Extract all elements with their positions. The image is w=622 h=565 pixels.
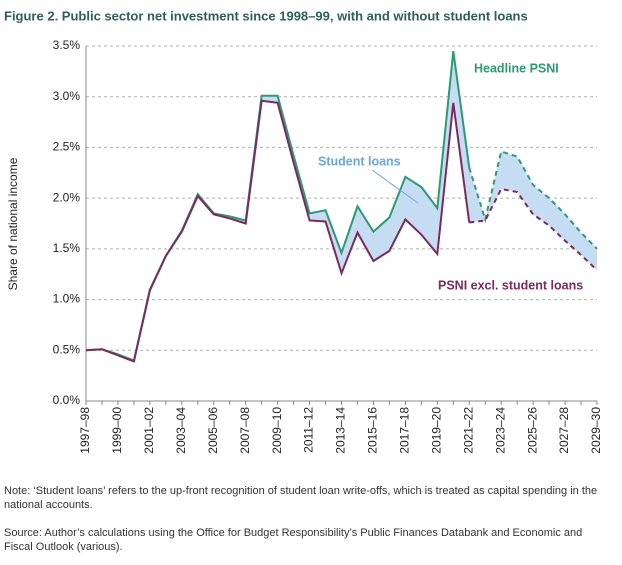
x-tick-label: 2013–14 <box>334 407 348 454</box>
x-tick-label: 2019–20 <box>429 407 443 454</box>
band-label: Student loans <box>318 154 401 168</box>
y-tick-label: 1.5% <box>53 241 81 255</box>
y-tick-label: 3.0% <box>53 89 81 103</box>
series-line <box>85 99 471 363</box>
x-tick-label: 2029–30 <box>589 407 603 454</box>
x-tick-label: 2001–02 <box>142 407 156 454</box>
y-tick-label: 0.0% <box>53 393 81 407</box>
series-line <box>469 187 598 271</box>
x-tick-label: 2015–16 <box>366 407 380 454</box>
y-axis-label: Share of national income <box>6 157 20 290</box>
legend-label: Headline PSNI <box>474 61 559 75</box>
series-line <box>468 150 598 250</box>
x-tick-label: 2021–22 <box>461 407 475 454</box>
x-tick-label: 2017–18 <box>398 407 412 454</box>
x-tick-label: 2011–12 <box>302 407 316 453</box>
band-pointer <box>371 169 419 204</box>
x-tick-label: 2003–04 <box>174 407 188 454</box>
x-tick-label: 2009–10 <box>270 407 284 454</box>
chart-title: Figure 2. Public sector net investment s… <box>4 8 528 23</box>
x-tick-label: 2005–06 <box>206 407 220 454</box>
x-tick-label: 2025–26 <box>525 407 539 454</box>
student-loans-band <box>86 51 597 362</box>
x-tick-label: 1999–00 <box>110 407 124 454</box>
x-tick-label: 2007–08 <box>238 407 252 454</box>
y-tick-label: 2.0% <box>53 190 81 204</box>
y-tick-label: 3.5% <box>53 38 81 52</box>
y-tick-label: 2.5% <box>53 140 81 154</box>
y-tick-label: 1.0% <box>53 292 81 306</box>
source: Source: Author’s calculations using the … <box>4 527 583 553</box>
x-tick-label: 1997–98 <box>78 407 92 454</box>
x-tick-label: 2027–28 <box>557 407 571 454</box>
note: Note: ‘Student loans’ refers to the up-f… <box>4 485 598 511</box>
legend-label: PSNI excl. student loans <box>438 278 583 292</box>
x-tick-label: 2023–24 <box>493 407 507 454</box>
y-tick-label: 0.5% <box>53 342 81 356</box>
